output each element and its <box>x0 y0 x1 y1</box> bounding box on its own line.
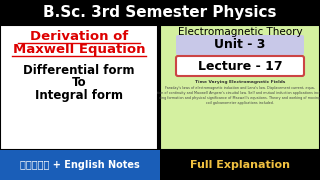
Text: coil galvanometer applications included.: coil galvanometer applications included. <box>206 101 274 105</box>
Text: Differential form: Differential form <box>23 64 135 76</box>
Text: Electromagnetic Theory: Electromagnetic Theory <box>178 27 302 37</box>
FancyBboxPatch shape <box>0 25 158 150</box>
Text: Maxwell Equation: Maxwell Equation <box>13 44 145 57</box>
FancyBboxPatch shape <box>0 150 160 180</box>
Text: Faraday's laws of electromagnetic induction and Lenz's law. Displacement current: Faraday's laws of electromagnetic induct… <box>165 86 315 90</box>
Text: Time Varying Electromagnetic Fields: Time Varying Electromagnetic Fields <box>195 80 285 84</box>
Text: Lecture - 17: Lecture - 17 <box>198 60 282 73</box>
Text: Integral form: Integral form <box>35 89 123 102</box>
FancyBboxPatch shape <box>160 150 320 180</box>
Text: To: To <box>72 76 86 89</box>
FancyBboxPatch shape <box>0 0 320 25</box>
FancyBboxPatch shape <box>160 25 320 150</box>
FancyBboxPatch shape <box>176 35 304 55</box>
Text: Unit - 3: Unit - 3 <box>214 39 266 51</box>
FancyBboxPatch shape <box>176 56 304 76</box>
Text: Full Explanation: Full Explanation <box>190 160 290 170</box>
Text: हिंदी + English Notes: हिंदी + English Notes <box>20 160 140 170</box>
Text: B.Sc. 3rd Semester Physics: B.Sc. 3rd Semester Physics <box>43 6 277 21</box>
Text: ding formation and physical significance of Maxwell's equations. Theory and work: ding formation and physical significance… <box>159 96 320 100</box>
Text: tion of continuity and Maxwell Ampere's circuital law. Self and mutual induction: tion of continuity and Maxwell Ampere's … <box>157 91 320 95</box>
Text: Derivation of: Derivation of <box>30 30 128 44</box>
